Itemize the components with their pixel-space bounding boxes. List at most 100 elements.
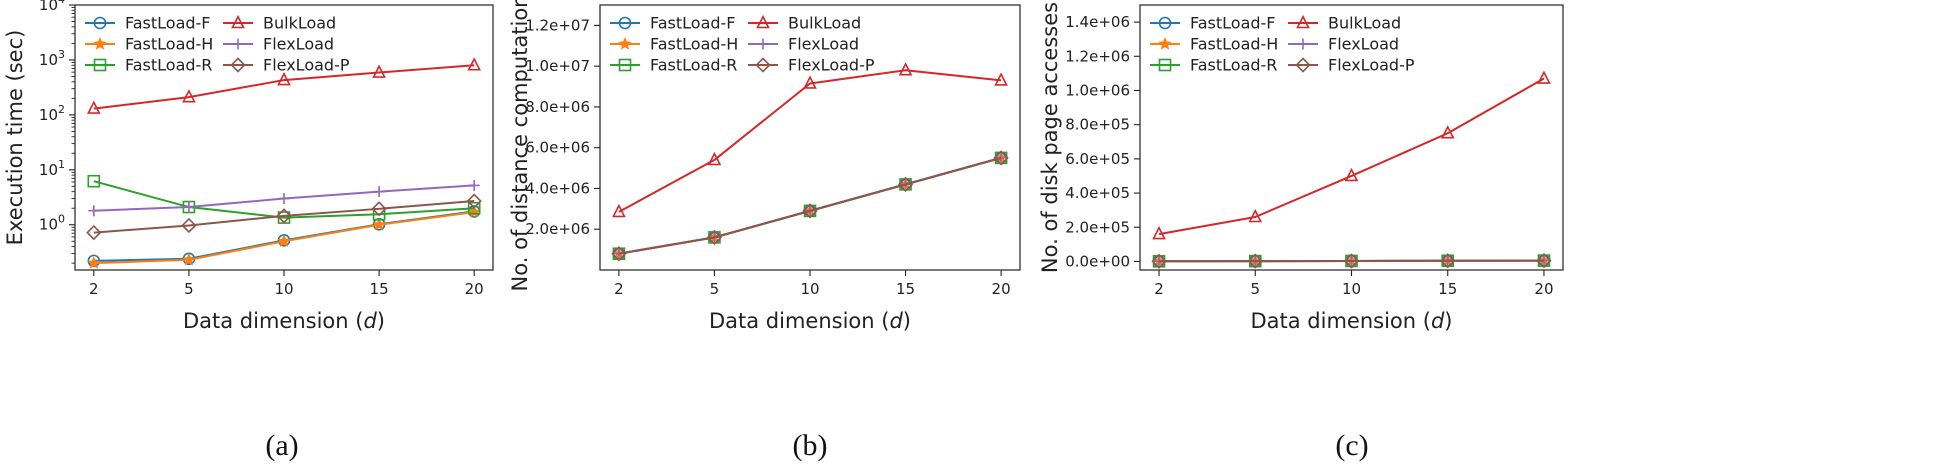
legend-label-fastload-r: FastLoad-R	[125, 56, 212, 75]
legend-label-fastload-r: FastLoad-R	[650, 56, 737, 75]
data-point-bulkload	[1152, 226, 1166, 240]
chart-panel-a: 100 101 102 103 104 2 5 10 15 20 FastLoad-F BulkLoa…	[3, 0, 494, 462]
data-point-flexload-p	[276, 208, 292, 224]
x-tick-label: 2	[1154, 280, 1164, 298]
legend-marker-flexload-p	[230, 57, 246, 73]
legend-label-fastload-r: FastLoad-R	[1190, 56, 1277, 75]
data-point-bulkload	[1344, 167, 1359, 182]
data-point-flexload	[468, 179, 480, 191]
data-point-flexload-p	[466, 193, 482, 209]
x-axis-label: Data dimension (d)	[183, 309, 385, 333]
legend-marker-flexload	[757, 38, 769, 50]
legend-label-fastload-f: FastLoad-F	[1190, 14, 1276, 33]
data-point-flexload-p	[1440, 253, 1456, 269]
y-tick-label: 2.0e+05	[1065, 218, 1130, 236]
legend-marker-fastload-h	[618, 36, 632, 50]
series-line-flexload-p	[618, 156, 1002, 255]
data-point-flexload-p	[611, 246, 627, 262]
series-line-bulkload	[618, 69, 1002, 213]
data-point-bulkload	[1248, 208, 1263, 223]
data-point-fastload-h	[372, 217, 386, 231]
legend-marker-flexload-p	[755, 57, 771, 73]
legend-marker-fastload-r	[1158, 58, 1172, 72]
chart-panel-c: 0.0e+00 2.0e+05 4.0e+05 6.0e+05 8.0e+05 1.0e+…	[1038, 2, 1564, 462]
data-point-flexload	[183, 201, 195, 213]
legend-label-fastload-h: FastLoad-H	[650, 35, 738, 54]
x-tick-label: 15	[896, 280, 915, 298]
y-axis-label: Execution time (sec)	[3, 30, 27, 246]
chart-panel-b: 2.0e+06 4.0e+06 6.0e+06 8.0e+06 1.0e+07 1.2e+…	[508, 0, 1021, 462]
series-flexload	[613, 152, 1007, 260]
data-point-flexload-p	[1247, 253, 1263, 269]
data-point-bulkload	[372, 64, 386, 78]
data-point-bulkload	[707, 151, 722, 166]
x-tick-label: 10	[274, 280, 293, 298]
x-tick-label: 20	[992, 280, 1011, 298]
series-line-flexload-p	[1159, 259, 1544, 263]
data-point-flexload-p	[706, 229, 723, 246]
data-point-bulkload	[612, 203, 626, 218]
x-tick-label: 5	[1250, 280, 1260, 298]
series-bulkload	[1152, 70, 1551, 240]
data-point-bulkload	[803, 75, 817, 89]
legend-marker-bulkload	[756, 14, 770, 29]
data-point-flexload-p	[371, 201, 387, 217]
y-tick-label: 0.0e+00	[1065, 252, 1130, 270]
data-point-fastload-h	[277, 234, 291, 247]
legend-marker-fastload-r	[93, 58, 107, 72]
y-tick-label: 2.0e+06	[525, 220, 590, 238]
x-tick-label: 20	[1534, 280, 1553, 298]
data-point-flexload-p	[86, 224, 102, 241]
data-point-flexload-p	[1343, 253, 1360, 269]
data-point-fastload-r	[467, 201, 481, 215]
legend-marker-bulkload	[231, 14, 245, 29]
legend: FastLoad-F BulkLoad FastLoad-H FlexLoad Fast…	[610, 14, 875, 75]
legend-label-fastload-h: FastLoad-H	[125, 35, 213, 54]
series-flexload	[88, 179, 480, 217]
legend-label-fastload-h: FastLoad-H	[1190, 35, 1278, 54]
legend-marker-flexload	[232, 38, 244, 50]
panel-caption: (a)	[265, 429, 298, 462]
legend-marker-fastload-h	[93, 36, 107, 50]
y-tick-label: 1.2e+07	[525, 16, 590, 34]
y-tick-label: 6.0e+06	[525, 139, 590, 157]
x-tick-label: 10	[1342, 280, 1361, 298]
x-tick-label: 15	[1438, 280, 1457, 298]
legend-marker-fastload-f	[618, 16, 632, 30]
y-tick-label: 1.0e+07	[525, 57, 590, 75]
data-point-bulkload	[898, 62, 913, 76]
legend-label-fastload-f: FastLoad-F	[125, 14, 211, 33]
series-flexload-p	[86, 193, 482, 241]
y-axis-label: No. of distance computations	[508, 0, 532, 291]
data-point-fastload-h	[87, 256, 101, 269]
legend-label-fastload-f: FastLoad-F	[650, 14, 736, 33]
data-point-flexload-p	[1151, 253, 1167, 269]
series-flexload-p	[611, 150, 1009, 262]
legend-marker-fastload-f	[1158, 16, 1172, 30]
legend-label-bulkload: BulkLoad	[788, 14, 861, 33]
x-tick-label: 2	[614, 280, 624, 298]
legend-marker-bulkload	[1296, 14, 1310, 29]
x-axis-label: Data dimension (d)	[709, 309, 911, 333]
data-point-flexload-p	[802, 203, 818, 219]
data-point-bulkload	[182, 89, 196, 103]
y-tick-label: 1.4e+06	[1065, 13, 1130, 31]
y-tick-label: 100	[39, 213, 65, 234]
legend-marker-flexload	[1297, 38, 1309, 50]
series-line-flexload-p	[93, 200, 475, 234]
data-point-flexload-p	[1536, 252, 1552, 269]
y-tick-label: 103	[39, 48, 65, 69]
y-tick-label: 8.0e+06	[525, 98, 590, 116]
legend: FastLoad-F BulkLoad FastLoad-H FlexLoad Fast…	[1150, 14, 1415, 75]
y-axis-label: No. of disk page accesses	[1038, 2, 1062, 273]
x-tick-label: 20	[465, 280, 484, 298]
x-tick-label: 10	[800, 280, 819, 298]
legend-label-flexload: FlexLoad	[788, 35, 859, 54]
series-flexload-p	[1151, 252, 1552, 269]
x-tick-label: 5	[710, 280, 720, 298]
legend-label-flexload: FlexLoad	[263, 35, 334, 54]
panel-caption: (c)	[1335, 429, 1368, 462]
y-tick-label: 101	[39, 158, 65, 179]
data-point-flexload	[88, 205, 100, 217]
